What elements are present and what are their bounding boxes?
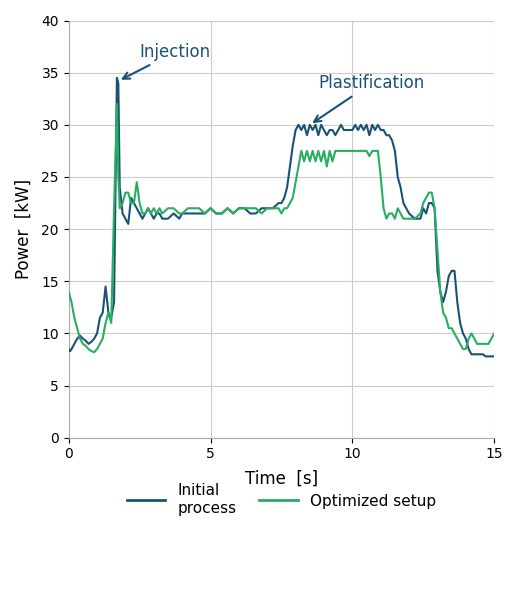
Text: Plastification: Plastification [314,74,425,122]
X-axis label: Time  [s]: Time [s] [245,470,318,488]
Text: Injection: Injection [123,43,211,79]
Legend: Initial
process, Optimized setup: Initial process, Optimized setup [121,477,442,522]
Y-axis label: Power  [kW]: Power [kW] [15,179,33,279]
